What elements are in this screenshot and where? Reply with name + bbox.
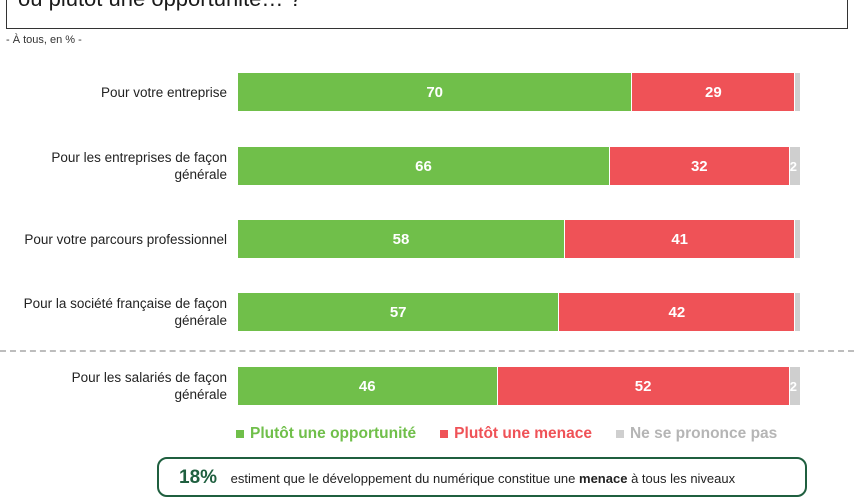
question-text: ou plutôt une opportunité… ? [18,0,302,12]
legend-label-threat: Plutôt une menace [454,425,592,442]
bar-segment-nsp [794,220,800,258]
data-label: 66 [415,157,432,175]
data-label: 2 [789,378,797,394]
category-label: Pour les salariés de façon générale [71,370,227,402]
bar-segment-nsp [794,73,800,111]
bar-segment-opp: 58 [238,220,564,258]
legend-item-opportunity: Plutôt une opportunité [236,425,416,443]
chart-legend: Plutôt une opportunité Plutôt une menace… [236,425,777,443]
legend-swatch-threat [440,430,449,438]
callout-text-after: à tous les niveaux [631,471,736,486]
data-label: 70 [426,83,444,101]
legend-item-no-opinion: Ne se prononce pas [615,425,778,443]
data-label: 58 [392,230,410,248]
bar-segment-opp: 70 [238,73,632,111]
question-box [6,0,848,29]
legend-swatch-no-opinion [615,430,624,438]
category-label: Pour votre entreprise [100,84,227,100]
bar-segment-men: 41 [563,220,795,258]
legend-item-threat: Plutôt une menace [440,425,592,443]
bar-segment-men: 32 [608,147,789,185]
bar-segment-nsp: 2 [788,367,800,405]
bar-segment-opp: 66 [238,147,609,185]
category-label: Pour la société française de façon génér… [23,296,227,328]
callout-text-before: estiment que le développement du numériq… [230,471,576,486]
data-label: 46 [358,377,376,395]
bar-segment-men: 29 [631,73,795,111]
bar-segment-men: 52 [496,367,789,405]
key-figure-callout: 18% estiment que le développement du num… [157,457,807,497]
category-label: Pour votre parcours professionnel [24,231,227,247]
callout-percent: 18% [179,467,218,488]
section-divider [0,350,854,352]
bar-segment-opp: 57 [238,293,559,331]
data-label: 29 [705,83,722,101]
callout-emphasis: menace [579,471,628,486]
bar-segment-nsp: 2 [788,147,800,185]
callout-text: 18% estiment que le développement du num… [179,467,735,489]
data-label: 52 [634,377,652,395]
category-label: Pour les entreprises de façon générale [51,150,227,182]
data-label: 32 [690,157,708,175]
data-label: 57 [389,303,407,321]
legend-label-opportunity: Plutôt une opportunité [250,425,417,442]
bar-segment-nsp [794,293,800,331]
data-label: 42 [668,303,686,321]
data-label: 2 [789,158,797,174]
bar-segment-men: 42 [558,293,795,331]
legend-label-no-opinion: Ne se prononce pas [629,425,778,442]
legend-swatch-opportunity [236,430,244,438]
data-label: 41 [671,230,688,248]
bar-segment-opp: 46 [238,367,497,405]
base-note: - À tous, en % - [6,34,82,46]
